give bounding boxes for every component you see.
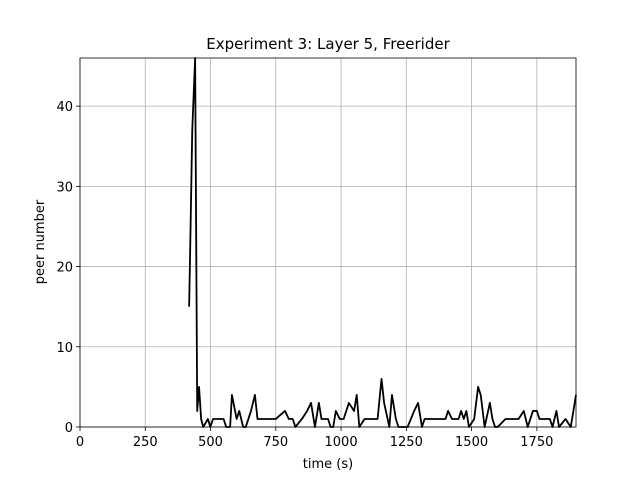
y-tick-label: 20 — [56, 261, 73, 276]
axes-frame — [79, 57, 577, 428]
x-tick-label: 500 — [198, 435, 223, 450]
chart-title: Experiment 3: Layer 5, Freerider — [206, 35, 450, 53]
x-tick-label: 0 — [76, 435, 84, 450]
plot — [188, 57, 577, 428]
y-tick-label: 40 — [56, 100, 73, 115]
data-line — [188, 57, 577, 428]
x-tick-label: 250 — [133, 435, 158, 450]
y-tick-label: 30 — [56, 180, 73, 195]
y-tick-label: 10 — [56, 341, 73, 356]
y-axis-label: peer number — [33, 199, 48, 284]
x-tick-label: 750 — [263, 435, 288, 450]
x-tick-label: 1000 — [325, 435, 358, 450]
y-tick-label: 0 — [65, 421, 73, 436]
x-tick-label: 1500 — [455, 435, 488, 450]
x-axis-label: time (s) — [303, 457, 353, 472]
grid — [79, 58, 576, 428]
x-tick-label: 1250 — [390, 435, 423, 450]
x-tick-label: 1750 — [520, 435, 553, 450]
